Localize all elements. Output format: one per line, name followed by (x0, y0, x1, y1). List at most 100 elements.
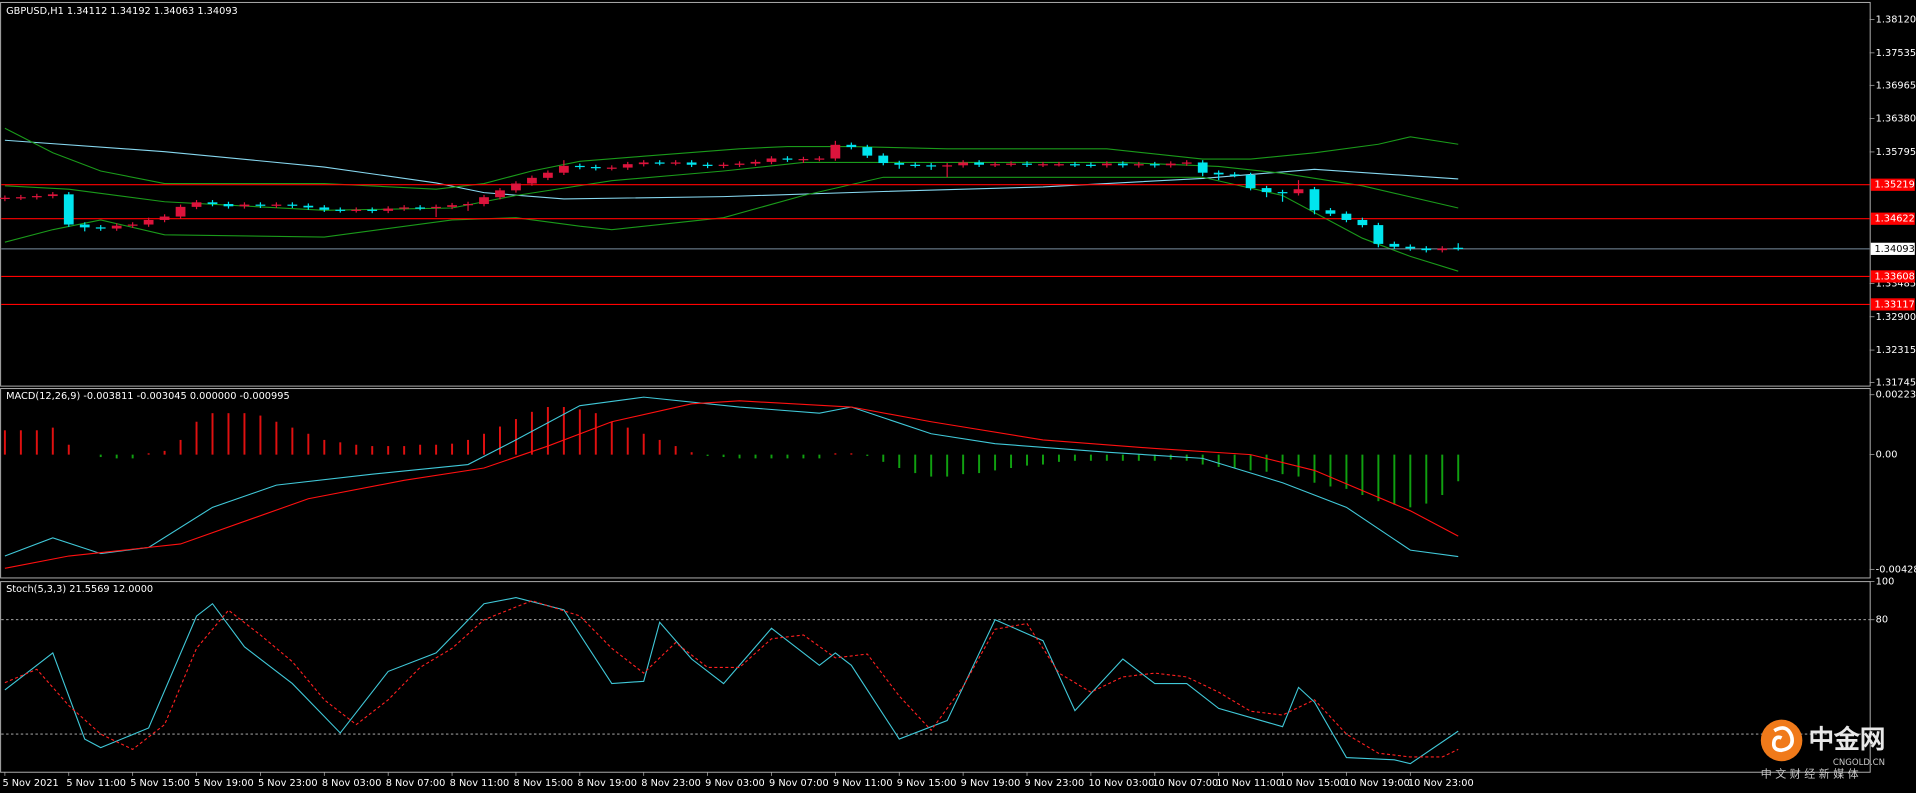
candle-body (1453, 247, 1464, 249)
watermark-slogan: 中 文 财 经 新 媒 体 (1761, 767, 1859, 781)
candle-body (527, 177, 537, 184)
candle-body (1133, 164, 1144, 166)
candle-body (830, 144, 841, 159)
indicator-line (4, 161, 1459, 211)
candle-body (79, 224, 90, 228)
candle-body (463, 204, 473, 206)
candle-body (479, 197, 489, 205)
candle-body (670, 162, 681, 164)
candle-body (1373, 225, 1384, 244)
last-price-box (1870, 242, 1915, 255)
candle-body (223, 204, 234, 207)
candle-body (303, 205, 314, 208)
candle-body (95, 227, 106, 229)
candle-body (31, 196, 42, 198)
candle-body (367, 209, 378, 211)
level-label-box (1870, 212, 1915, 225)
candle-body (399, 207, 410, 209)
candle-body (1325, 210, 1336, 214)
candle-body (814, 158, 825, 160)
candle-body (718, 164, 729, 166)
candle-body (558, 165, 569, 173)
candle-body (638, 162, 649, 165)
candle-body (1357, 219, 1368, 226)
y-tick-label: -0.004288 (1876, 564, 1916, 575)
candle-body (1117, 163, 1128, 166)
x-tick-label: 9 Nov 07:00 (769, 778, 829, 789)
y-tick-label: 80 (1876, 615, 1888, 626)
last-price-label: 1.34093 (1874, 244, 1914, 255)
y-tick-label: 1.31745 (1876, 378, 1916, 389)
level-label-box (1870, 178, 1915, 191)
candle-body (734, 163, 745, 165)
candle-body (511, 183, 521, 191)
candle-body (622, 164, 633, 168)
candle-body (782, 158, 793, 160)
x-tick-label: 5 Nov 2021 (2, 778, 58, 789)
indicator-line (4, 176, 1459, 272)
candle-body (878, 155, 889, 164)
candle-body (15, 197, 26, 199)
candle-body (1293, 189, 1304, 194)
indicator-line (4, 600, 1459, 758)
candle-body (1389, 243, 1400, 247)
indicator-line (4, 597, 1459, 765)
x-tick-label: 8 Nov 11:00 (450, 778, 510, 789)
watermark: 中金网 CNGOLD.CN 中 文 财 经 新 媒 体 (1760, 719, 1885, 781)
candle-body (926, 165, 937, 167)
candle-body (1181, 162, 1192, 164)
x-tick-label: 10 Nov 03:00 (1088, 778, 1154, 789)
y-tick-label: 1.35795 (1876, 147, 1916, 158)
y-tick-label: 1.32315 (1876, 345, 1916, 356)
candle-body (143, 219, 154, 225)
candle-body (495, 190, 505, 198)
candle-body (798, 159, 809, 161)
candle-body (574, 165, 585, 168)
candle-body (1341, 213, 1352, 220)
candle-body (0, 197, 10, 199)
x-tick-label: 9 Nov 19:00 (961, 778, 1021, 789)
candle-body (207, 202, 218, 205)
x-tick-label: 9 Nov 11:00 (833, 778, 893, 789)
x-tick-label: 5 Nov 15:00 (130, 778, 190, 789)
candle-body (191, 202, 202, 207)
candle-body (1006, 163, 1016, 165)
candle-body (1101, 163, 1112, 166)
watermark-logo-mark (1771, 726, 1794, 753)
y-tick-label: 100 (1876, 577, 1895, 588)
candle-body (654, 162, 665, 164)
candle-body (750, 161, 761, 164)
x-tick-label: 8 Nov 03:00 (322, 778, 382, 789)
candle-body (415, 207, 426, 209)
x-tick-label: 10 Nov 11:00 (1216, 778, 1282, 789)
level-label-box (1870, 270, 1915, 283)
indicator-line (4, 127, 1459, 190)
candle-body (1213, 172, 1224, 175)
candle-body (1277, 192, 1288, 194)
candle-body (1054, 164, 1064, 166)
candle-body (63, 194, 74, 225)
candle-body (958, 162, 969, 166)
candle-body (1086, 164, 1096, 166)
candle-body (1245, 174, 1256, 189)
pane-title: Stoch(5,3,3) 21.5569 12.0000 (6, 584, 153, 595)
candle-body (239, 204, 250, 207)
y-tick-label: 1.32900 (1876, 312, 1916, 323)
candle-body (383, 208, 394, 211)
candle-body (1197, 162, 1208, 173)
candle-body (111, 225, 122, 229)
candle-body (1437, 248, 1448, 251)
x-tick-label: 10 Nov 23:00 (1408, 778, 1474, 789)
candle-body (910, 164, 921, 166)
candle-body (47, 194, 58, 197)
y-tick-label: 0.002239 (1876, 390, 1916, 401)
indicator-line (4, 139, 1459, 200)
pane-title: GBPUSD,H1 1.34112 1.34192 1.34063 1.3409… (6, 6, 238, 17)
y-tick-label: 1.37535 (1876, 48, 1916, 59)
y-tick-label: 1.36380 (1876, 114, 1916, 125)
candle-body (1309, 189, 1320, 211)
